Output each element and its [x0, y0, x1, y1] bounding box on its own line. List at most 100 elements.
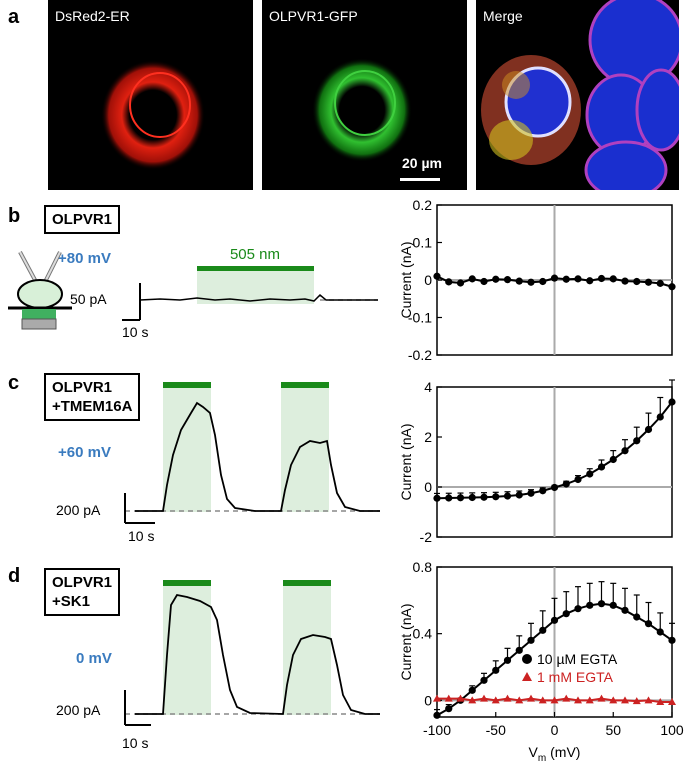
data-point [445, 278, 453, 286]
y-tick-label: 0 [424, 479, 432, 495]
data-point [644, 425, 653, 434]
data-point [633, 613, 641, 621]
trace-c [124, 382, 380, 524]
construct-label-olpvr1: OLPVR1 [44, 205, 121, 234]
data-point [621, 447, 629, 455]
y-axis-label: Current (nA) [398, 423, 414, 500]
construct-label-sk1: OLPVR1 +SK1 [44, 568, 121, 616]
trace-d [124, 580, 380, 726]
data-point [597, 600, 606, 608]
data-point [456, 694, 465, 702]
y-tick-label: 0.4 [413, 626, 433, 642]
data-point [515, 696, 524, 704]
light-window [197, 270, 314, 304]
data-point [609, 455, 617, 464]
data-point [539, 626, 547, 634]
light-window [163, 385, 211, 512]
data-point [597, 463, 606, 471]
y-tick-label: -2 [420, 529, 433, 545]
data-point [656, 279, 664, 287]
data-point [550, 616, 559, 624]
light-bar [163, 382, 211, 388]
data-point [480, 694, 488, 702]
data-point [480, 277, 488, 286]
data-point [445, 494, 453, 502]
y-tick-label: 0.1 [413, 235, 433, 251]
data-point [550, 696, 559, 704]
label-line2: +TMEM16A [52, 398, 133, 415]
scale-bar-label: 20 µm [402, 155, 442, 171]
light-bar [163, 580, 211, 586]
data-point [644, 620, 653, 628]
y-tick-label: 0.2 [413, 197, 433, 213]
data-point [586, 470, 594, 478]
y-tick-label: 0.8 [413, 559, 433, 575]
panel-letter-c: c [8, 372, 20, 394]
data-point [433, 272, 441, 280]
data-point [527, 489, 535, 497]
data-point [562, 275, 570, 283]
iv-charts: 0.2 0.1 0 -0.1 -0.2 Current (nA) 4 2 0 -2 Current … [398, 197, 684, 764]
x-tick-label: 0 [551, 722, 559, 738]
x-axis-label: Vm (mV) [529, 744, 581, 764]
data-point [597, 694, 606, 702]
data-point [656, 698, 665, 705]
data-point [433, 711, 441, 719]
scale-time: 10 s [122, 735, 149, 751]
data-point [597, 274, 606, 283]
construct-label-tmem16a: OLPVR1 +TMEM16A [44, 373, 141, 421]
data-point [585, 696, 594, 704]
image-title: Merge [483, 8, 523, 24]
data-point [444, 694, 453, 702]
x-tick-label: 50 [605, 722, 621, 738]
data-point [656, 413, 664, 421]
data-point [574, 696, 582, 704]
data-point [468, 686, 476, 694]
data-point [668, 698, 676, 705]
x-tick-label: -50 [486, 722, 506, 738]
y-tick-label: 0 [424, 692, 432, 708]
data-point [562, 480, 570, 488]
data-point [609, 601, 617, 609]
holding-voltage: +80 mV [58, 250, 111, 267]
holding-voltage: 0 mV [76, 650, 112, 667]
panel-letter-d: d [8, 565, 21, 587]
data-point [656, 628, 664, 636]
data-point [433, 494, 441, 502]
data-point [527, 636, 535, 644]
y-tick-label: -0.2 [408, 347, 432, 363]
data-point [527, 278, 535, 286]
current-trace [135, 401, 380, 512]
legend-marker [522, 672, 532, 681]
data-point [492, 493, 500, 501]
data-point [527, 694, 535, 702]
data-point [480, 676, 488, 684]
label-line1: OLPVR1 [52, 574, 113, 591]
data-point [632, 697, 641, 705]
data-point [539, 487, 547, 495]
data-point [538, 696, 547, 704]
data-point [633, 277, 641, 286]
data-point [621, 606, 629, 614]
data-point [621, 696, 629, 704]
data-point [562, 610, 570, 618]
label-line1: OLPVR1 [52, 379, 113, 396]
y-tick-label: -0.1 [408, 310, 432, 326]
data-point [644, 278, 653, 286]
data-point [562, 694, 571, 702]
scale-current: 200 pA [56, 702, 101, 718]
data-point [492, 666, 500, 674]
data-point [515, 491, 523, 499]
current-trace [139, 293, 378, 302]
image-olpvr1-gfp: OLPVR1-GFP 20 µm [262, 0, 467, 190]
data-point [574, 275, 582, 283]
data-point [433, 694, 441, 702]
y-axis-label: Current (nA) [398, 241, 414, 318]
data-point [515, 646, 523, 654]
y-tick-label: 4 [424, 379, 432, 395]
data-point [668, 636, 676, 644]
scale-time: 10 s [122, 324, 149, 340]
light-label: 505 nm [230, 246, 280, 263]
legend-label: 10 µM EGTA [537, 651, 618, 667]
data-point [586, 277, 594, 285]
